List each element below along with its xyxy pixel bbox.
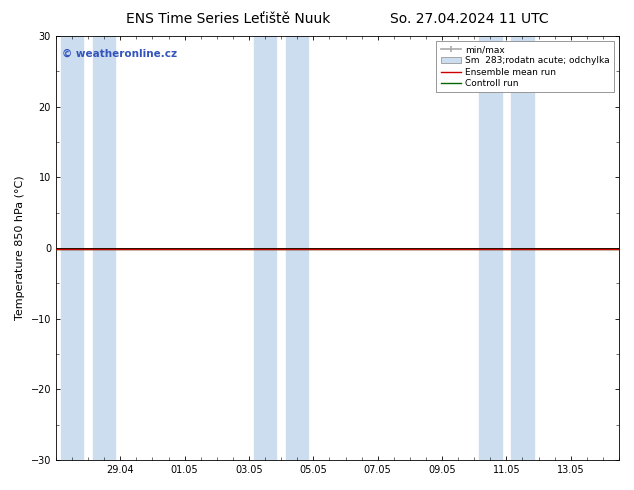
- Bar: [511, 36, 534, 460]
- Bar: [479, 36, 501, 460]
- Y-axis label: Temperature 850 hPa (°C): Temperature 850 hPa (°C): [15, 176, 25, 320]
- Bar: [93, 36, 115, 460]
- Bar: [61, 36, 83, 460]
- Text: © weatheronline.cz: © weatheronline.cz: [61, 49, 177, 59]
- Bar: [286, 36, 309, 460]
- Text: So. 27.04.2024 11 UTC: So. 27.04.2024 11 UTC: [390, 12, 548, 26]
- Text: ENS Time Series Leťiště Nuuk: ENS Time Series Leťiště Nuuk: [126, 12, 330, 26]
- Bar: [254, 36, 276, 460]
- Legend: min/max, Sm  283;rodatn acute; odchylka, Ensemble mean run, Controll run: min/max, Sm 283;rodatn acute; odchylka, …: [436, 41, 614, 93]
